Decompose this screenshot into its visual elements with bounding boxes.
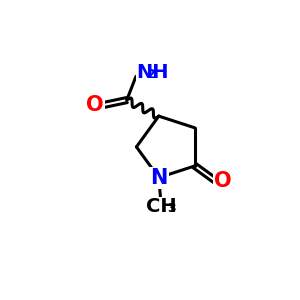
Text: 3: 3 bbox=[167, 202, 176, 214]
Text: CH: CH bbox=[146, 197, 176, 216]
Text: 2: 2 bbox=[147, 68, 155, 81]
Text: O: O bbox=[86, 95, 104, 115]
Text: NH: NH bbox=[136, 64, 169, 83]
Text: O: O bbox=[214, 171, 231, 191]
Text: N: N bbox=[150, 168, 167, 188]
